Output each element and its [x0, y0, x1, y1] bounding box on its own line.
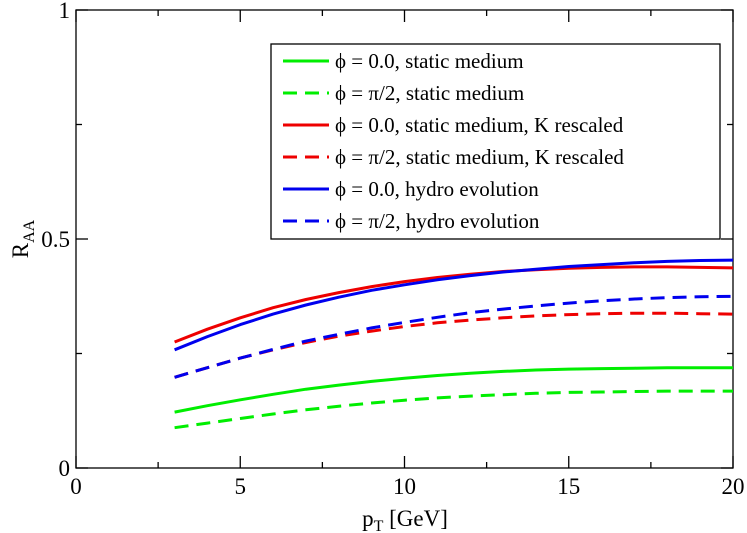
x-axis-label-subscript: T [374, 518, 384, 533]
series-line-6 [174, 294, 734, 379]
x-axis-label-main: p [362, 506, 374, 531]
ticks: 0 5 10 15 20 0 0.5 1 [41, 0, 744, 499]
legend-box [270, 43, 721, 240]
y-axis-label: RAA [8, 219, 38, 258]
legend-label: ϕ = 0.0, hydro evolution [335, 177, 539, 201]
y-tick-label: 1 [59, 0, 71, 23]
legend-label: ϕ = π/2, static medium [335, 81, 524, 105]
x-tick-label: 5 [235, 474, 247, 499]
legend-label: ϕ = 0.0, static medium [335, 49, 524, 73]
series-lines [174, 258, 734, 430]
legend-label: ϕ = π/2, static medium, K rescaled [335, 145, 624, 169]
legend-label: ϕ = 0.0, static medium, K rescaled [335, 113, 624, 137]
x-tick-label: 15 [557, 474, 580, 499]
x-tick-label: 10 [393, 474, 416, 499]
y-tick-label: 0.5 [41, 227, 70, 252]
legend-label: ϕ = π/2, hydro evolution [335, 209, 540, 233]
y-axis-label-main: R [8, 242, 33, 258]
y-tick-label: 0 [59, 456, 71, 481]
series-line-3 [174, 265, 734, 344]
legend: ϕ = 0.0, static medium ϕ = π/2, static me… [270, 43, 721, 240]
x-axis-label: pT [GeV] [362, 506, 448, 533]
series-line-1 [174, 366, 733, 414]
x-axis-label-unit: [GeV] [383, 506, 448, 531]
x-tick-label: 20 [722, 474, 745, 499]
y-axis-label-subscript: AA [21, 219, 38, 243]
x-tick-label: 0 [70, 474, 82, 499]
series-line-5 [174, 258, 734, 352]
series-line-2 [174, 389, 733, 430]
